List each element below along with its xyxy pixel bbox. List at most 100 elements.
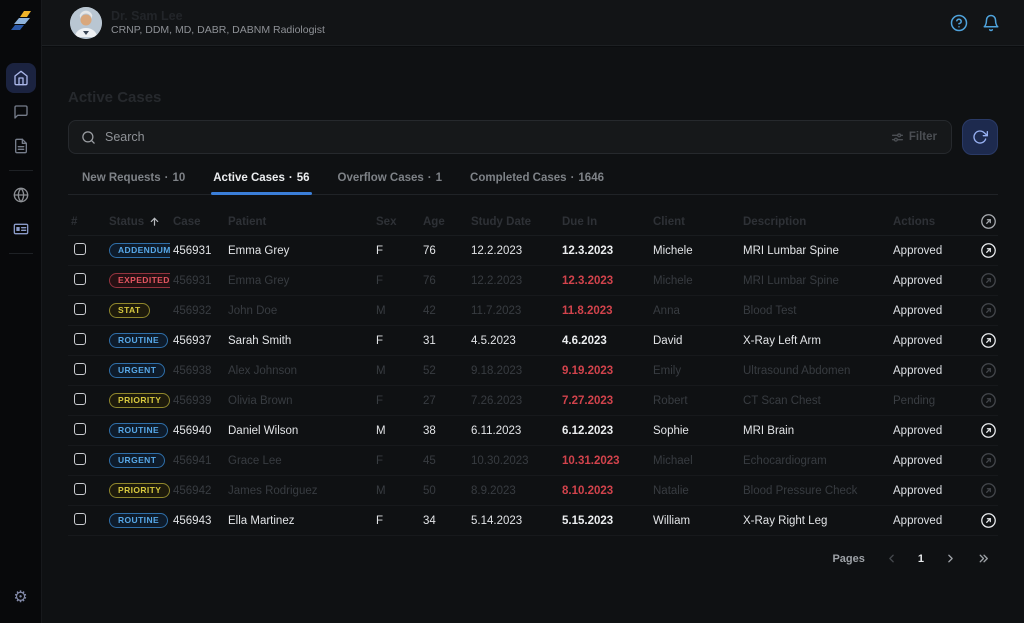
column-header-client[interactable]: Client (650, 216, 740, 228)
due-date: 12.3.2023 (559, 245, 650, 257)
open-case-arrow-icon[interactable] (980, 512, 997, 529)
row-checkbox[interactable] (74, 393, 86, 405)
due-date: 8.10.2023 (559, 485, 650, 497)
sidebar-divider (9, 253, 33, 254)
refresh-button[interactable] (962, 119, 998, 155)
table-row[interactable]: STAT 456932 John Doe M 42 11.7.2023 11.8… (68, 296, 998, 326)
case-number: 456942 (170, 485, 225, 497)
open-case-arrow-icon[interactable] (980, 482, 997, 499)
sidebar-item-id-card[interactable] (6, 214, 36, 244)
sidebar-item-documents[interactable] (6, 131, 36, 161)
sort-ascending-icon[interactable] (149, 216, 160, 227)
avatar[interactable] (70, 7, 102, 39)
open-all-arrow-icon[interactable] (980, 213, 997, 230)
case-number: 456937 (170, 335, 225, 347)
patient-name: Ella Martinez (225, 515, 373, 527)
row-checkbox[interactable] (74, 423, 86, 435)
column-header-label: Status (109, 216, 144, 228)
sidebar-item-home[interactable] (6, 63, 36, 93)
tab-count: 1646 (578, 172, 604, 184)
status-badge: URGENT (109, 453, 165, 469)
open-case-arrow-icon[interactable] (980, 302, 997, 319)
sidebar-item-messages[interactable] (6, 97, 36, 127)
row-checkbox[interactable] (74, 243, 86, 255)
tab-label: New Requests (82, 172, 161, 184)
table-row[interactable]: URGENT 456938 Alex Johnson M 52 9.18.202… (68, 356, 998, 386)
table-row[interactable]: ROUTINE 456940 Daniel Wilson M 38 6.11.2… (68, 416, 998, 446)
column-header-patient[interactable]: Patient (225, 216, 373, 228)
due-date: 12.3.2023 (559, 275, 650, 287)
column-header-actions[interactable]: Actions (890, 216, 980, 228)
user-info[interactable]: Dr. Sam Lee CRNP, DDM, MD, DABR, DABNM R… (111, 9, 325, 37)
tab-new-requests[interactable]: New Requests·10 (80, 170, 187, 194)
row-checkbox[interactable] (74, 513, 86, 525)
table-row[interactable]: PRIORITY 456939 Olivia Brown F 27 7.26.2… (68, 386, 998, 416)
status-badge: ADDENDUM (109, 243, 170, 259)
table-row[interactable]: ADDENDUM 456931 Emma Grey F 76 12.2.2023… (68, 236, 998, 266)
open-case-arrow-icon[interactable] (980, 362, 997, 379)
action-status: Approved (890, 305, 980, 317)
sidebar-item-settings[interactable]: ⚙ (6, 583, 36, 613)
study-date: 7.26.2023 (468, 395, 559, 407)
row-checkbox[interactable] (74, 483, 86, 495)
open-case-arrow-icon[interactable] (980, 272, 997, 289)
current-page-number[interactable]: 1 (918, 553, 924, 565)
action-status: Approved (890, 425, 980, 437)
document-icon (13, 138, 29, 154)
previous-page-chevron-icon[interactable] (885, 552, 898, 565)
tab-overflow-cases[interactable]: Overflow Cases·1 (336, 170, 445, 194)
pagination-label: Pages (832, 553, 864, 565)
sidebar-item-web[interactable] (6, 180, 36, 210)
tab-active-cases[interactable]: Active Cases·56 (211, 170, 311, 194)
table-row[interactable]: PRIORITY 456942 James Rodriguez M 50 8.9… (68, 476, 998, 506)
row-checkbox[interactable] (74, 453, 86, 465)
status-badge: EXPEDITED (109, 273, 170, 289)
column-header-due-in[interactable]: Due In (559, 216, 650, 228)
patient-age: 38 (420, 425, 468, 437)
last-page-double-chevron-icon[interactable] (977, 552, 990, 565)
row-checkbox[interactable] (74, 333, 86, 345)
action-status: Pending (890, 395, 980, 407)
tab-separator: · (165, 172, 169, 184)
study-date: 9.18.2023 (468, 365, 559, 377)
row-checkbox[interactable] (74, 273, 86, 285)
patient-name: Grace Lee (225, 455, 373, 467)
due-date: 9.19.2023 (559, 365, 650, 377)
patient-age: 76 (420, 275, 468, 287)
table-row[interactable]: ROUTINE 456937 Sarah Smith F 31 4.5.2023… (68, 326, 998, 356)
client-name: Natalie (650, 485, 740, 497)
open-case-arrow-icon[interactable] (980, 392, 997, 409)
row-checkbox[interactable] (74, 363, 86, 375)
table-row[interactable]: EXPEDITED 456931 Emma Grey F 76 12.2.202… (68, 266, 998, 296)
column-header-status[interactable]: Status (106, 216, 170, 228)
notifications-bell-icon[interactable] (982, 14, 1000, 32)
open-case-arrow-icon[interactable] (980, 242, 997, 259)
patient-age: 52 (420, 365, 468, 377)
open-case-arrow-icon[interactable] (980, 422, 997, 439)
column-header-description[interactable]: Description (740, 216, 890, 228)
study-date: 10.30.2023 (468, 455, 559, 467)
column-header-sex[interactable]: Sex (373, 216, 420, 228)
tab-completed-cases[interactable]: Completed Cases·1646 (468, 170, 606, 194)
patient-name: Alex Johnson (225, 365, 373, 377)
case-description: X-Ray Left Arm (740, 335, 890, 347)
pagination: Pages 1 (68, 552, 998, 565)
table-row[interactable]: ROUTINE 456943 Ella Martinez F 34 5.14.2… (68, 506, 998, 536)
open-case-arrow-icon[interactable] (980, 452, 997, 469)
search-input[interactable] (105, 130, 889, 144)
action-status: Approved (890, 335, 980, 347)
open-case-arrow-icon[interactable] (980, 332, 997, 349)
next-page-chevron-icon[interactable] (944, 552, 957, 565)
column-header-study-date[interactable]: Study Date (468, 216, 559, 228)
column-header-age[interactable]: Age (420, 216, 468, 228)
table-row[interactable]: URGENT 456941 Grace Lee F 45 10.30.2023 … (68, 446, 998, 476)
case-number: 456932 (170, 305, 225, 317)
row-checkbox[interactable] (74, 303, 86, 315)
column-header-case[interactable]: Case (170, 216, 225, 228)
client-name: Michele (650, 275, 740, 287)
patient-age: 42 (420, 305, 468, 317)
filter-button[interactable]: Filter (889, 127, 939, 148)
case-number: 456938 (170, 365, 225, 377)
help-icon[interactable] (950, 14, 968, 32)
client-name: Anna (650, 305, 740, 317)
